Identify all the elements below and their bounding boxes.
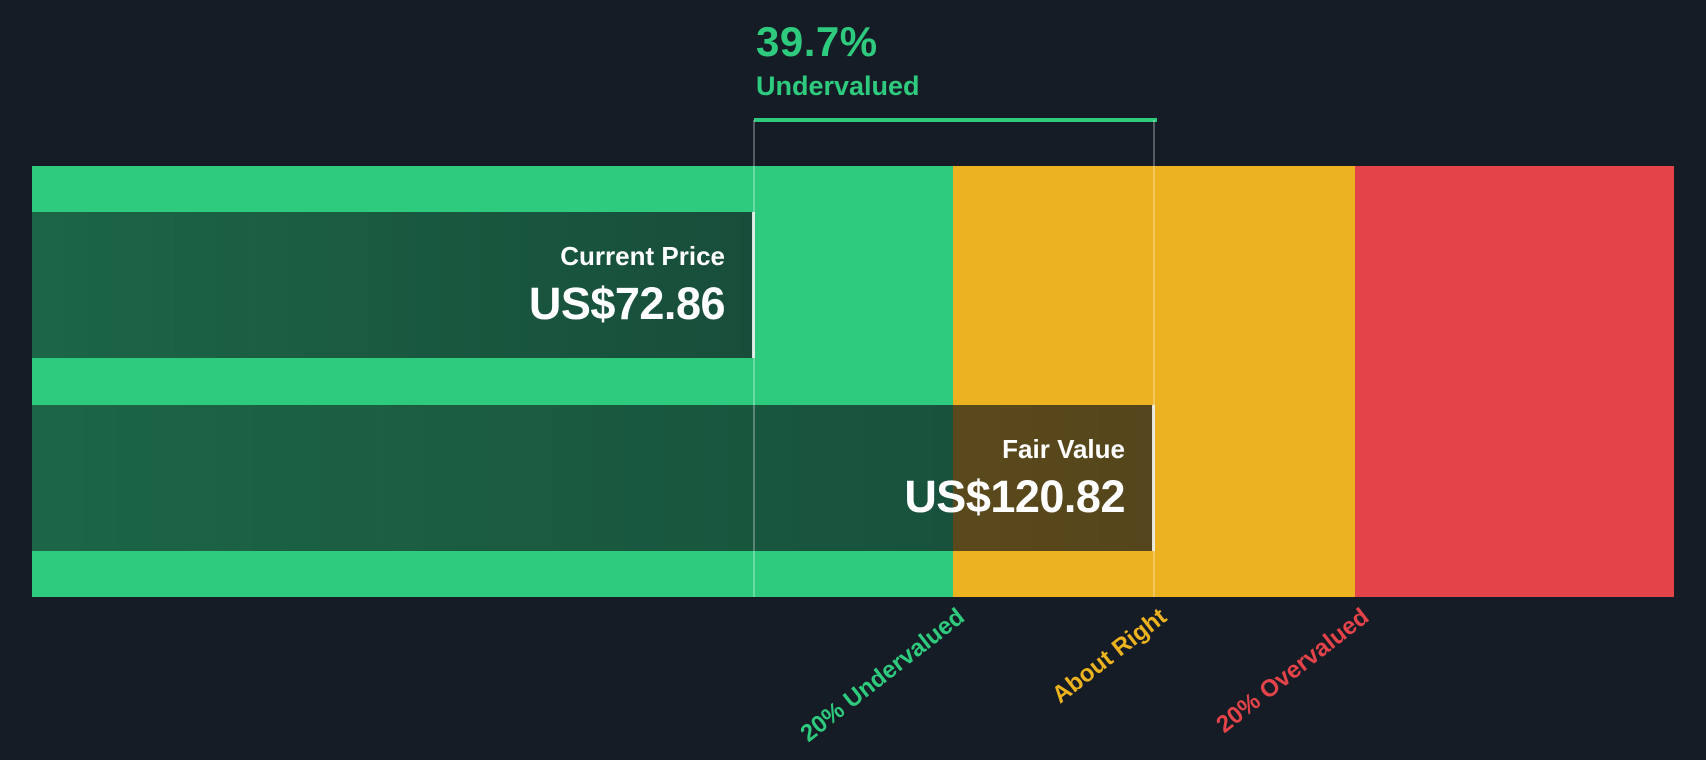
- current-price-marker-line: [753, 120, 755, 597]
- fair-value-marker-line: [1153, 120, 1155, 597]
- fair-value-box: Fair Value US$120.82: [32, 405, 1155, 551]
- zone-label-about-right: About Right: [1046, 603, 1172, 709]
- current-price-value: US$72.86: [528, 277, 726, 329]
- zone-label-overvalued: 20% Overvalued: [1210, 603, 1374, 739]
- discount-percent: 39.7%: [756, 18, 878, 65]
- fair-value-value: US$120.82: [904, 470, 1125, 522]
- valuation-bar: Current Price US$72.86 Fair Value US$120…: [32, 166, 1674, 597]
- discount-bracket-line: [754, 118, 1157, 122]
- current-price-box: Current Price US$72.86: [32, 212, 755, 358]
- discount-header: 39.7% Undervalued: [756, 18, 920, 102]
- current-price-label: Current Price: [560, 240, 725, 271]
- overvalued-zone-segment: [1355, 166, 1674, 597]
- zone-label-undervalued: 20% Undervalued: [795, 603, 970, 748]
- fair-value-label: Fair Value: [1002, 433, 1125, 464]
- discount-status: Undervalued: [756, 71, 920, 102]
